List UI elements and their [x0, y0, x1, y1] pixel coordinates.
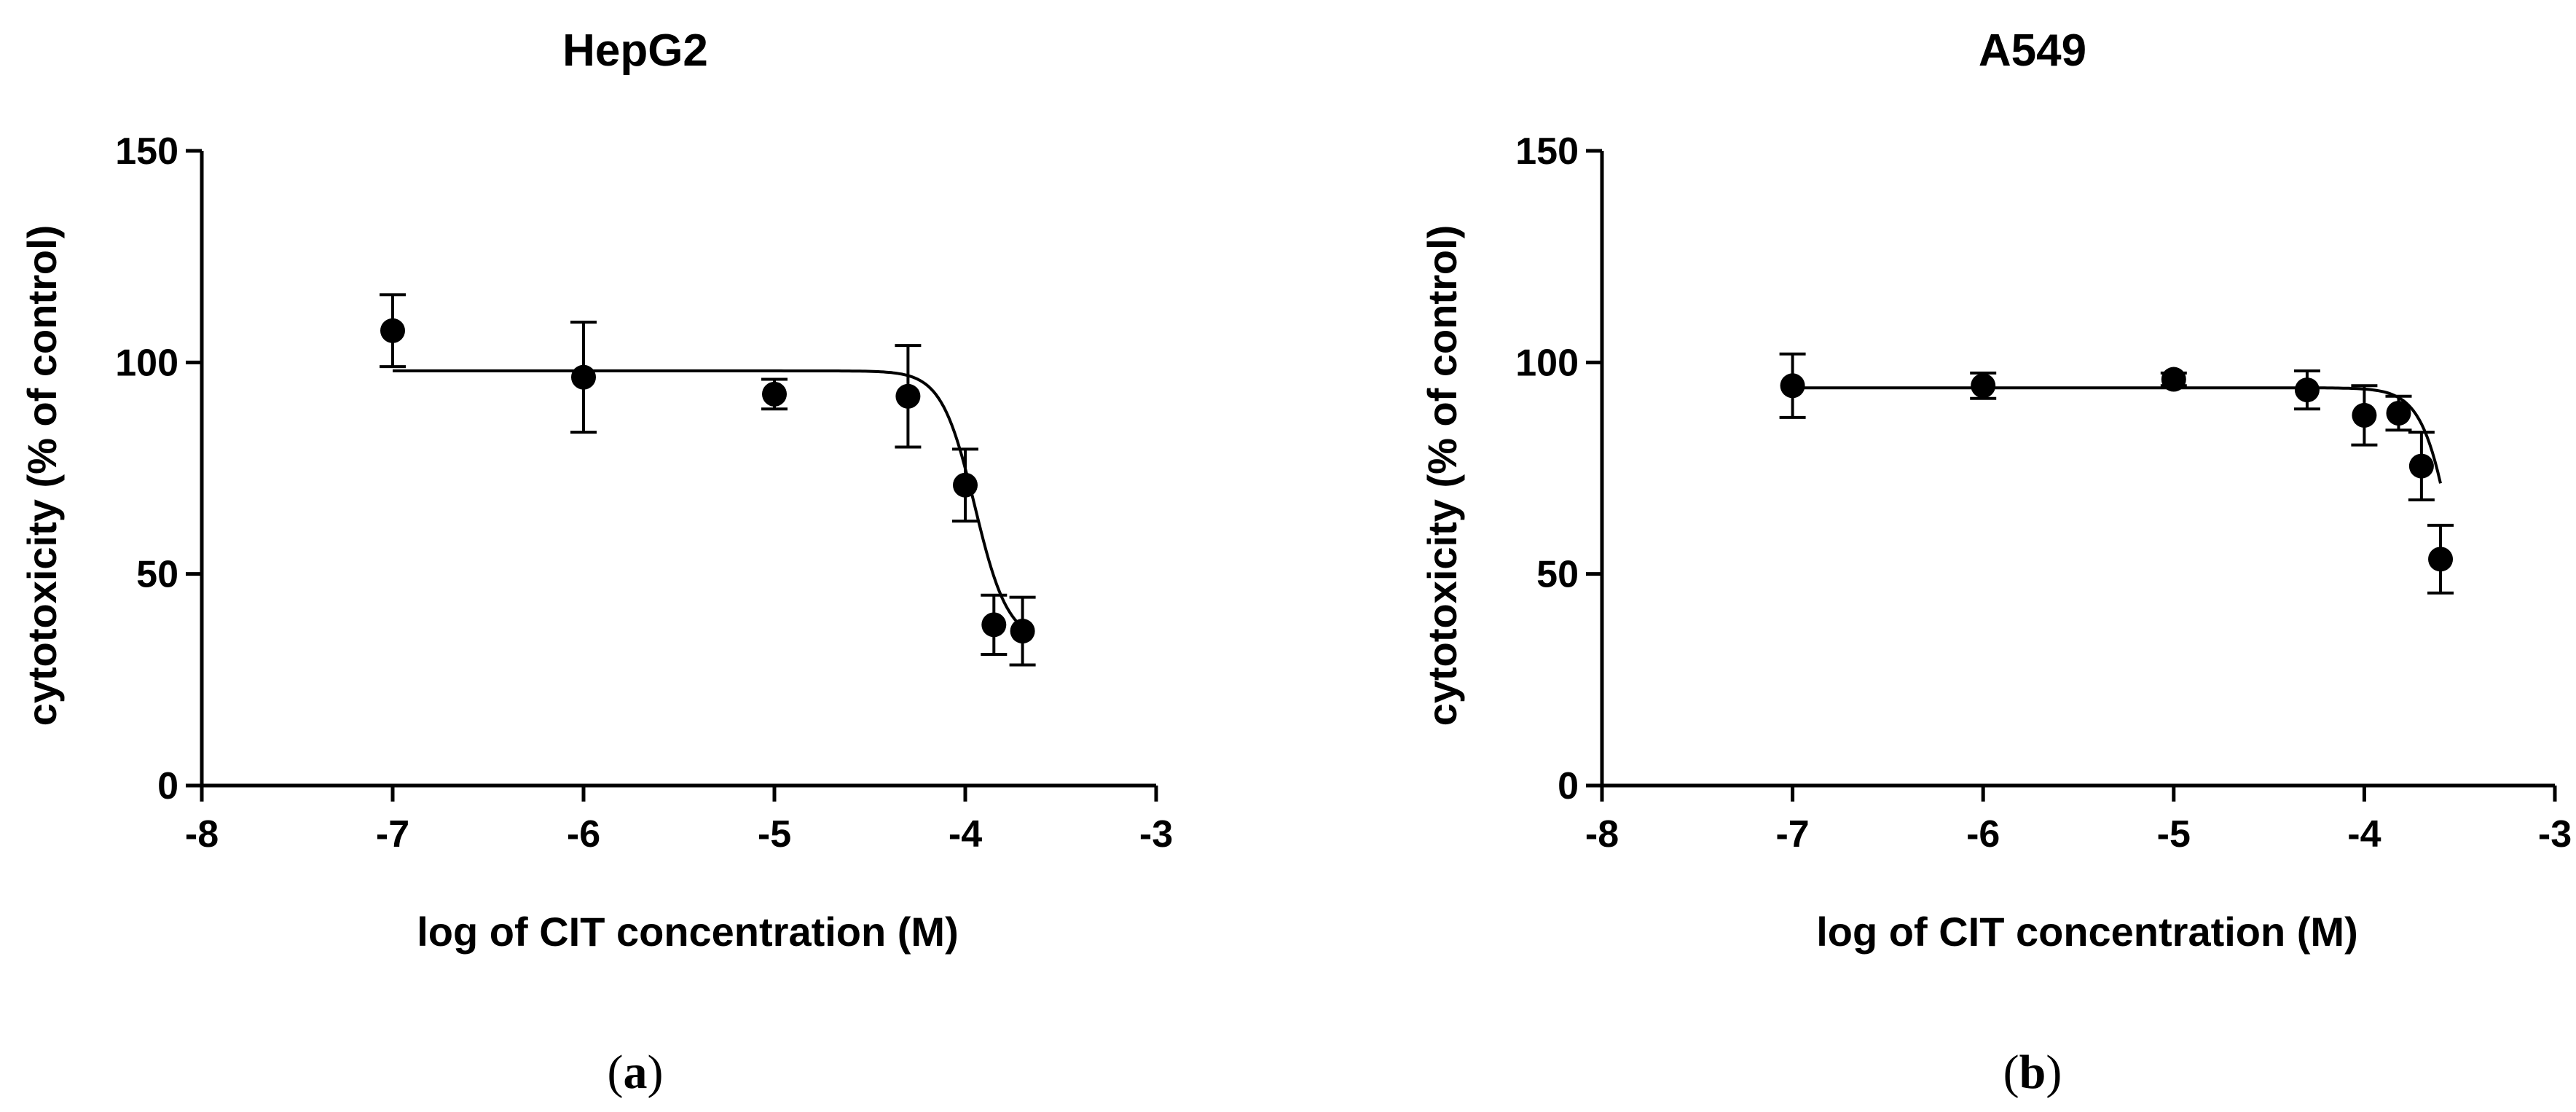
data-point: [571, 364, 596, 390]
caption-paren: (: [2003, 1046, 2019, 1099]
x-axis-label: log of CIT concentration (M): [1816, 909, 2357, 955]
data-point: [2386, 401, 2411, 426]
data-point: [953, 472, 978, 498]
y-tick-label: 50: [136, 554, 178, 596]
y-tick-label: 50: [1536, 554, 1579, 596]
x-tick-label: -8: [185, 813, 219, 855]
x-tick-label: -7: [1775, 813, 1809, 855]
data-point: [2408, 453, 2434, 479]
x-tick-label: -5: [758, 813, 791, 855]
fit-curve: [393, 369, 1024, 629]
data-point: [2428, 547, 2454, 572]
y-axis-label: cytotoxicity (% of control): [1419, 225, 1465, 727]
panel-hepg2: HepG2 0 50 100 150 -8 -7 -6 -5 -4 -3 log of CIT con…: [19, 26, 1173, 1099]
caption-paren: (: [608, 1046, 624, 1099]
data-point: [1780, 373, 1805, 399]
chart-title: HepG2: [562, 26, 708, 76]
x-tick-label: -4: [949, 813, 982, 855]
y-tick-label: 100: [1515, 342, 1579, 384]
data-point: [981, 612, 1007, 638]
caption-paren: ): [648, 1046, 664, 1099]
panel-caption: (b): [2003, 1046, 2062, 1099]
y-tick-label: 100: [115, 342, 178, 384]
x-tick-label: -4: [2347, 813, 2381, 855]
y-axis-label: cytotoxicity (% of control): [19, 225, 65, 727]
panel-caption: (a): [608, 1046, 664, 1099]
data-point: [2352, 402, 2377, 428]
caption-letter: b: [2019, 1046, 2046, 1099]
x-tick-label: -3: [1139, 813, 1173, 855]
x-axis-label: log of CIT concentration (M): [417, 909, 958, 955]
x-tick-label: -3: [2538, 813, 2572, 855]
x-tick-label: -5: [2157, 813, 2191, 855]
panel-a549: A549 0 50 100 150 -8 -7 -6 -5 -4 -3 log of CIT conc…: [1419, 26, 2572, 1099]
data-point: [2161, 367, 2186, 392]
x-tick-label: -6: [1966, 813, 2000, 855]
x-tick-label: -6: [567, 813, 600, 855]
data-point: [1010, 619, 1035, 644]
caption-paren: ): [2046, 1046, 2062, 1099]
data-point: [1971, 373, 1996, 399]
data-point: [380, 318, 405, 343]
y-tick-label: 150: [1515, 130, 1579, 173]
data-point: [2294, 377, 2320, 403]
fit-curve: [1792, 386, 2442, 484]
data-point: [895, 383, 921, 409]
x-tick-label: -8: [1585, 813, 1619, 855]
data-point: [762, 381, 787, 407]
y-tick-label: 0: [157, 765, 178, 807]
y-tick-label: 150: [115, 130, 178, 173]
chart-title: A549: [1979, 26, 2086, 76]
x-tick-label: -7: [376, 813, 409, 855]
y-tick-label: 0: [1558, 765, 1579, 807]
caption-letter: a: [624, 1046, 648, 1099]
